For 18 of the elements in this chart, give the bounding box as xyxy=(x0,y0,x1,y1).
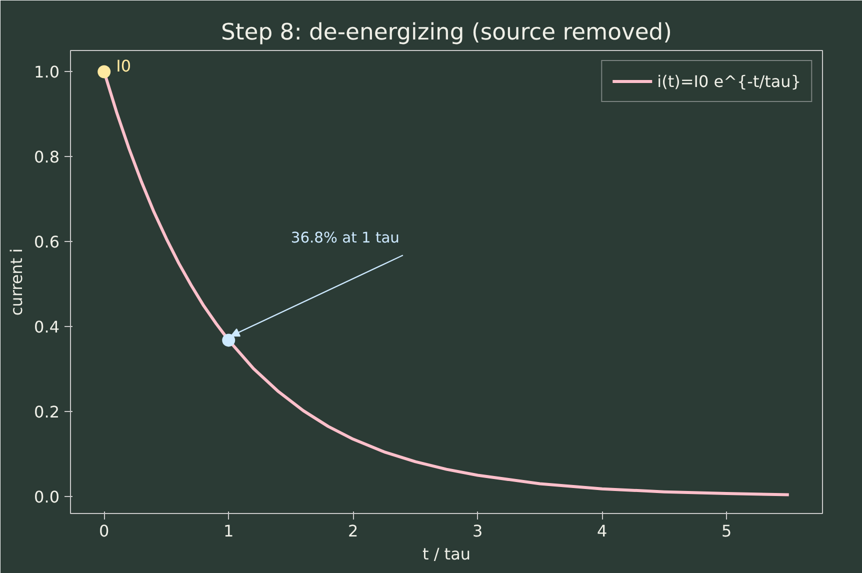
y-tick-label: 0.0 xyxy=(34,488,60,507)
y-tick-label: 0.8 xyxy=(34,148,60,167)
x-axis-title: t / tau xyxy=(422,544,471,564)
x-tick-label: 5 xyxy=(722,522,732,540)
y-tick-label: 0.6 xyxy=(34,232,60,252)
y-tick-label: 0.2 xyxy=(34,402,60,422)
annotation: 36.8% at 1 tau xyxy=(290,230,400,247)
x-tick-label: 4 xyxy=(597,522,608,540)
x-tick-label: 1 xyxy=(224,522,234,540)
y-tick-label: 0.4 xyxy=(34,318,60,337)
annotation: I0 xyxy=(116,56,132,76)
x-tick-label: 3 xyxy=(472,522,483,540)
y-axis-title: current i xyxy=(7,248,26,316)
chart-title: Step 8: de-energizing (source removed) xyxy=(220,20,672,46)
legend-label: i(t)=I0 e^{-t/tau} xyxy=(657,72,801,90)
y-tick-label: 1.0 xyxy=(34,62,60,82)
x-tick-label: 2 xyxy=(348,522,358,540)
x-tick-label: 0 xyxy=(99,522,110,540)
